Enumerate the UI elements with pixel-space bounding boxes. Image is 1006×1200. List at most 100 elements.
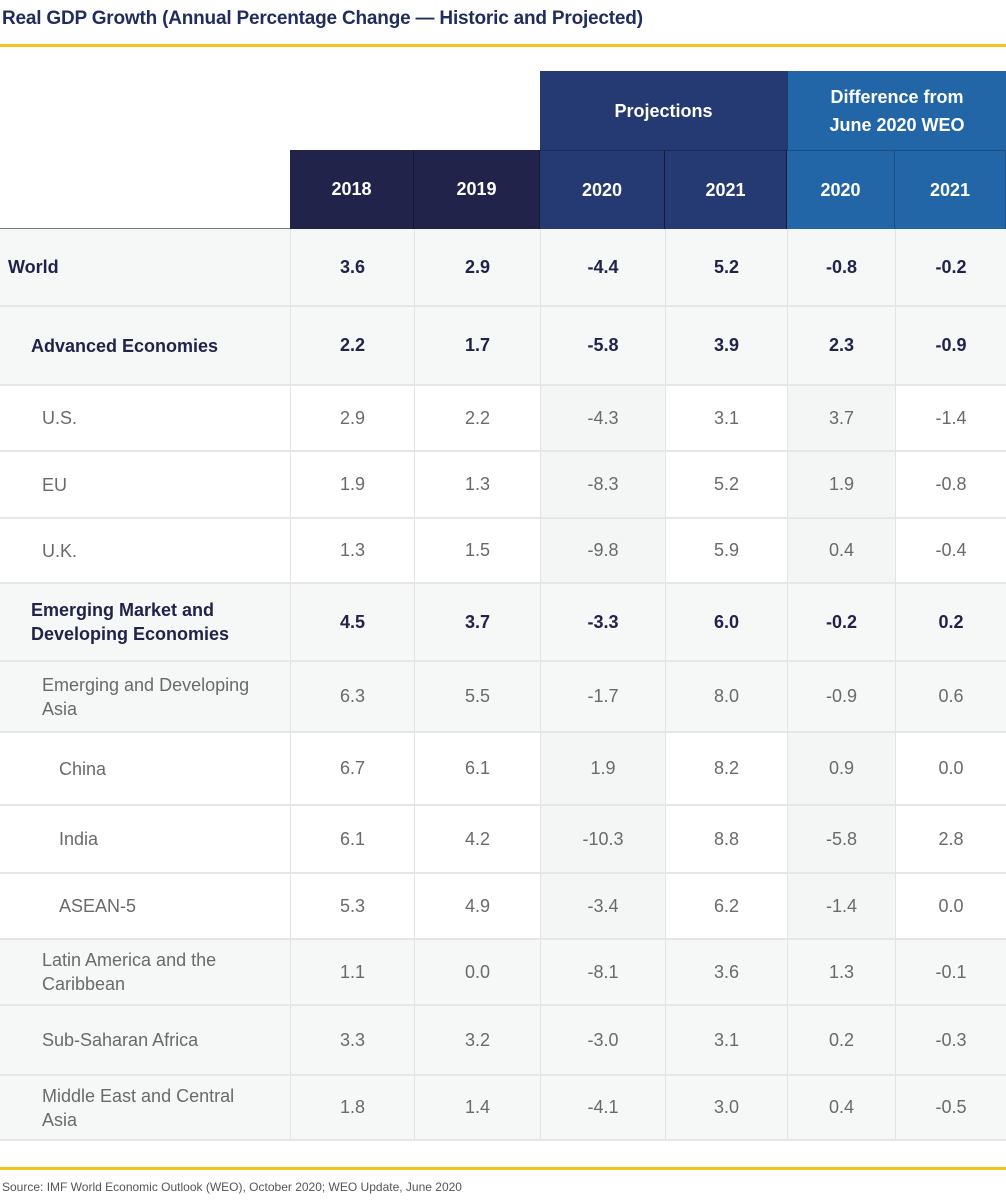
cell-diff-2021: -0.8 bbox=[895, 452, 1006, 517]
cell-proj-2021: 3.1 bbox=[665, 1006, 787, 1074]
cell-proj-2021: 6.2 bbox=[665, 874, 787, 938]
cell-proj-2021: 3.6 bbox=[665, 940, 787, 1004]
cell-2019: 4.2 bbox=[414, 806, 540, 872]
cell-diff-2020: 0.2 bbox=[787, 1006, 895, 1074]
cell-proj-2021: 3.9 bbox=[665, 307, 787, 384]
gdp-table-body: World 3.6 2.9 -4.4 5.2 -0.8 -0.2 Advanced Econo… bbox=[0, 229, 1006, 1141]
cell-diff-2021: 2.8 bbox=[895, 806, 1006, 872]
table-row: Advanced Economies 2.2 1.7 -5.8 3.9 2.3 -0.9 bbox=[0, 307, 1006, 386]
cell-2018: 1.3 bbox=[290, 519, 414, 582]
row-label: World bbox=[8, 257, 59, 277]
cell-proj-2021: 5.9 bbox=[665, 519, 787, 582]
row-label: U.K. bbox=[42, 540, 78, 561]
cell-2018: 1.8 bbox=[290, 1076, 414, 1139]
row-label: Advanced Economies bbox=[31, 335, 219, 356]
col-header-2019: 2019 bbox=[414, 150, 540, 229]
cell-proj-2021: 8.8 bbox=[665, 806, 787, 872]
cell-diff-2021: -0.4 bbox=[895, 519, 1006, 582]
cell-diff-2021: -0.1 bbox=[895, 940, 1006, 1004]
cell-2019: 1.4 bbox=[414, 1076, 540, 1139]
cell-2019: 3.7 bbox=[414, 584, 540, 660]
col-header-proj-2021: 2021 bbox=[665, 150, 787, 229]
cell-2018: 1.9 bbox=[290, 452, 414, 517]
row-label: EU bbox=[42, 474, 68, 495]
cell-proj-2020: -1.7 bbox=[540, 662, 665, 731]
cell-diff-2021: 0.0 bbox=[895, 733, 1006, 804]
cell-proj-2021: 3.0 bbox=[665, 1076, 787, 1139]
table-row: ASEAN-5 5.3 4.9 -3.4 6.2 -1.4 0.0 bbox=[0, 874, 1006, 940]
cell-2019: 2.2 bbox=[414, 386, 540, 450]
cell-proj-2020: -8.3 bbox=[540, 452, 665, 517]
cell-proj-2021: 8.0 bbox=[665, 662, 787, 731]
cell-2019: 6.1 bbox=[414, 733, 540, 804]
cell-proj-2021: 5.2 bbox=[665, 452, 787, 517]
table-row: Emerging Market and Developing Economies… bbox=[0, 584, 1006, 662]
row-label: Emerging Market and Developing Economies bbox=[31, 600, 230, 644]
cell-proj-2020: -4.1 bbox=[540, 1076, 665, 1139]
source-note: Source: IMF World Economic Outlook (WEO)… bbox=[2, 1180, 462, 1194]
table-row: Latin America and the Caribbean 1.1 0.0 -8.… bbox=[0, 940, 1006, 1006]
cell-proj-2021: 6.0 bbox=[665, 584, 787, 660]
row-label: China bbox=[59, 758, 107, 779]
table-row: Middle East and Central Asia 1.8 1.4 -4.1 3.… bbox=[0, 1076, 1006, 1141]
cell-diff-2020: -1.4 bbox=[787, 874, 895, 938]
top-accent-rule bbox=[0, 44, 1006, 47]
cell-2018: 6.1 bbox=[290, 806, 414, 872]
row-label: Sub-Saharan Africa bbox=[42, 1030, 199, 1050]
cell-2018: 6.7 bbox=[290, 733, 414, 804]
cell-2019: 1.7 bbox=[414, 307, 540, 384]
cell-proj-2020: -5.8 bbox=[540, 307, 665, 384]
cell-diff-2021: -0.2 bbox=[895, 229, 1006, 305]
cell-diff-2021: 0.0 bbox=[895, 874, 1006, 938]
cell-proj-2020: -3.3 bbox=[540, 584, 665, 660]
table-row: U.S. 2.9 2.2 -4.3 3.1 3.7 -1.4 bbox=[0, 386, 1006, 452]
table-row: Sub-Saharan Africa 3.3 3.2 -3.0 3.1 0.2 -0.3 bbox=[0, 1006, 1006, 1076]
cell-diff-2021: -0.5 bbox=[895, 1076, 1006, 1139]
cell-2018: 3.6 bbox=[290, 229, 414, 305]
row-label: Middle East and Central Asia bbox=[42, 1085, 235, 1130]
table-row: India 6.1 4.2 -10.3 8.8 -5.8 2.8 bbox=[0, 806, 1006, 874]
cell-2019: 2.9 bbox=[414, 229, 540, 305]
cell-diff-2021: 0.6 bbox=[895, 662, 1006, 731]
difference-group-header: Difference from June 2020 WEO bbox=[787, 71, 1006, 150]
cell-diff-2021: -0.9 bbox=[895, 307, 1006, 384]
cell-diff-2020: -0.8 bbox=[787, 229, 895, 305]
cell-diff-2020: 0.4 bbox=[787, 519, 895, 582]
cell-diff-2021: -0.3 bbox=[895, 1006, 1006, 1074]
table-row: China 6.7 6.1 1.9 8.2 0.9 0.0 bbox=[0, 733, 1006, 806]
cell-2018: 2.9 bbox=[290, 386, 414, 450]
cell-proj-2020: -10.3 bbox=[540, 806, 665, 872]
cell-diff-2020: -0.2 bbox=[787, 584, 895, 660]
col-header-proj-2020: 2020 bbox=[540, 150, 665, 229]
cell-proj-2020: -9.8 bbox=[540, 519, 665, 582]
cell-diff-2020: 0.4 bbox=[787, 1076, 895, 1139]
col-header-diff-2021: 2021 bbox=[895, 150, 1006, 229]
table-title: Real GDP Growth (Annual Percentage Chang… bbox=[2, 8, 643, 29]
cell-diff-2020: 1.9 bbox=[787, 452, 895, 517]
cell-2019: 0.0 bbox=[414, 940, 540, 1004]
cell-2018: 4.5 bbox=[290, 584, 414, 660]
cell-diff-2020: 1.3 bbox=[787, 940, 895, 1004]
cell-diff-2020: 3.7 bbox=[787, 386, 895, 450]
cell-2019: 4.9 bbox=[414, 874, 540, 938]
cell-2019: 3.2 bbox=[414, 1006, 540, 1074]
cell-diff-2021: -1.4 bbox=[895, 386, 1006, 450]
cell-2019: 5.5 bbox=[414, 662, 540, 731]
cell-2019: 1.5 bbox=[414, 519, 540, 582]
cell-proj-2020: 1.9 bbox=[540, 733, 665, 804]
cell-diff-2020: -5.8 bbox=[787, 806, 895, 872]
cell-proj-2020: -4.4 bbox=[540, 229, 665, 305]
cell-diff-2020: 0.9 bbox=[787, 733, 895, 804]
cell-2018: 1.1 bbox=[290, 940, 414, 1004]
table-row: Emerging and Developing Asia 6.3 5.5 -1.7 8.… bbox=[0, 662, 1006, 733]
table-row: World 3.6 2.9 -4.4 5.2 -0.8 -0.2 bbox=[0, 229, 1006, 307]
cell-2018: 2.2 bbox=[290, 307, 414, 384]
cell-diff-2021: 0.2 bbox=[895, 584, 1006, 660]
difference-group-label: Difference from June 2020 WEO bbox=[829, 86, 965, 135]
row-label: ASEAN-5 bbox=[59, 896, 137, 916]
row-label: Emerging and Developing Asia bbox=[42, 674, 250, 719]
table-row: EU 1.9 1.3 -8.3 5.2 1.9 -0.8 bbox=[0, 452, 1006, 519]
col-header-diff-2020: 2020 bbox=[787, 150, 895, 229]
cell-proj-2021: 8.2 bbox=[665, 733, 787, 804]
cell-2018: 5.3 bbox=[290, 874, 414, 938]
